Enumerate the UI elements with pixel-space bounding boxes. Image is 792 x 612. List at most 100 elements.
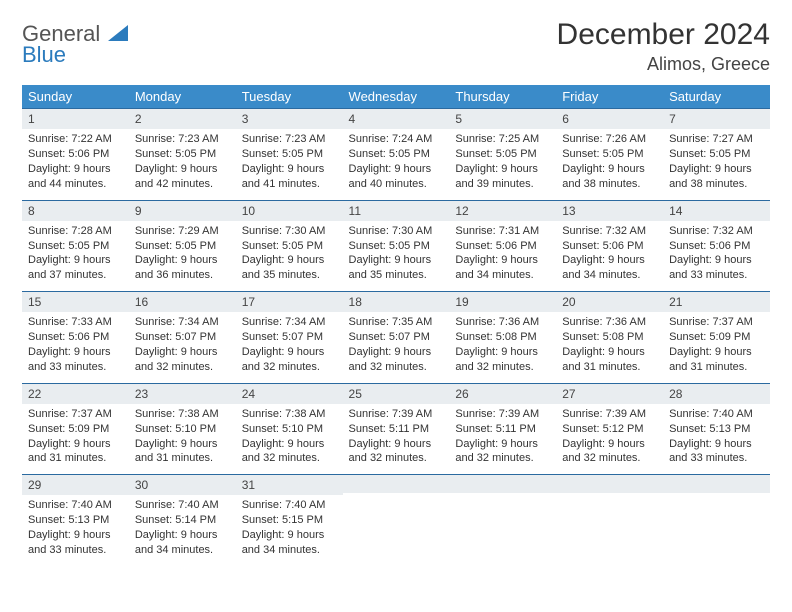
sunrise-line: Sunrise: 7:30 AM [349,224,444,239]
weekday-header: Wednesday [343,85,450,109]
daylight-line: Daylight: 9 hours and 33 minutes. [669,253,764,283]
day-body: Sunrise: 7:34 AMSunset: 5:07 PMDaylight:… [129,312,236,382]
daylight-line: Daylight: 9 hours and 32 minutes. [455,437,550,467]
daylight-line: Daylight: 9 hours and 31 minutes. [28,437,123,467]
daylight-line: Daylight: 9 hours and 32 minutes. [242,345,337,375]
sunset-line: Sunset: 5:07 PM [349,330,444,345]
day-body: Sunrise: 7:33 AMSunset: 5:06 PMDaylight:… [22,312,129,382]
sunrise-line: Sunrise: 7:23 AM [242,132,337,147]
day-cell: 1Sunrise: 7:22 AMSunset: 5:06 PMDaylight… [22,109,129,201]
day-body: Sunrise: 7:40 AMSunset: 5:14 PMDaylight:… [129,495,236,565]
sunrise-line: Sunrise: 7:36 AM [455,315,550,330]
day-number: 6 [556,109,663,129]
daylight-line: Daylight: 9 hours and 32 minutes. [455,345,550,375]
day-cell: 13Sunrise: 7:32 AMSunset: 5:06 PMDayligh… [556,200,663,292]
sunrise-line: Sunrise: 7:26 AM [562,132,657,147]
day-number: 15 [22,292,129,312]
sunset-line: Sunset: 5:05 PM [135,147,230,162]
sunrise-line: Sunrise: 7:30 AM [242,224,337,239]
calendar-row: 22Sunrise: 7:37 AMSunset: 5:09 PMDayligh… [22,383,770,475]
day-cell: 27Sunrise: 7:39 AMSunset: 5:12 PMDayligh… [556,383,663,475]
day-number: 3 [236,109,343,129]
day-cell: 15Sunrise: 7:33 AMSunset: 5:06 PMDayligh… [22,292,129,384]
daylight-line: Daylight: 9 hours and 38 minutes. [562,162,657,192]
title-block: December 2024 Alimos, Greece [557,18,770,75]
day-cell: 5Sunrise: 7:25 AMSunset: 5:05 PMDaylight… [449,109,556,201]
day-number: 14 [663,201,770,221]
daylight-line: Daylight: 9 hours and 34 minutes. [135,528,230,558]
sunrise-line: Sunrise: 7:38 AM [135,407,230,422]
day-cell: 6Sunrise: 7:26 AMSunset: 5:05 PMDaylight… [556,109,663,201]
sunrise-line: Sunrise: 7:40 AM [242,498,337,513]
daylight-line: Daylight: 9 hours and 36 minutes. [135,253,230,283]
daylight-line: Daylight: 9 hours and 35 minutes. [242,253,337,283]
sunset-line: Sunset: 5:05 PM [669,147,764,162]
sunrise-line: Sunrise: 7:23 AM [135,132,230,147]
sunrise-line: Sunrise: 7:38 AM [242,407,337,422]
sunrise-line: Sunrise: 7:39 AM [562,407,657,422]
logo-triangle-icon [108,25,128,41]
day-body: Sunrise: 7:36 AMSunset: 5:08 PMDaylight:… [449,312,556,382]
day-cell: 2Sunrise: 7:23 AMSunset: 5:05 PMDaylight… [129,109,236,201]
sunset-line: Sunset: 5:08 PM [455,330,550,345]
day-cell: 3Sunrise: 7:23 AMSunset: 5:05 PMDaylight… [236,109,343,201]
sunset-line: Sunset: 5:07 PM [135,330,230,345]
day-body: Sunrise: 7:30 AMSunset: 5:05 PMDaylight:… [343,221,450,291]
sunrise-line: Sunrise: 7:25 AM [455,132,550,147]
sunrise-line: Sunrise: 7:24 AM [349,132,444,147]
day-cell: 24Sunrise: 7:38 AMSunset: 5:10 PMDayligh… [236,383,343,475]
sunset-line: Sunset: 5:06 PM [28,330,123,345]
weekday-header: Thursday [449,85,556,109]
day-number: 24 [236,384,343,404]
sunset-line: Sunset: 5:06 PM [562,239,657,254]
sunrise-line: Sunrise: 7:32 AM [562,224,657,239]
sunset-line: Sunset: 5:11 PM [455,422,550,437]
day-cell: 30Sunrise: 7:40 AMSunset: 5:14 PMDayligh… [129,475,236,566]
day-body: Sunrise: 7:39 AMSunset: 5:12 PMDaylight:… [556,404,663,474]
weekday-header: Tuesday [236,85,343,109]
daylight-line: Daylight: 9 hours and 39 minutes. [455,162,550,192]
daylight-line: Daylight: 9 hours and 33 minutes. [669,437,764,467]
day-body: Sunrise: 7:40 AMSunset: 5:13 PMDaylight:… [22,495,129,565]
day-cell: 10Sunrise: 7:30 AMSunset: 5:05 PMDayligh… [236,200,343,292]
day-number: 8 [22,201,129,221]
empty-cell [343,475,450,566]
sunrise-line: Sunrise: 7:31 AM [455,224,550,239]
sunrise-line: Sunrise: 7:32 AM [669,224,764,239]
day-body: Sunrise: 7:29 AMSunset: 5:05 PMDaylight:… [129,221,236,291]
day-number: 16 [129,292,236,312]
daylight-line: Daylight: 9 hours and 32 minutes. [349,437,444,467]
day-body: Sunrise: 7:39 AMSunset: 5:11 PMDaylight:… [343,404,450,474]
day-number: 12 [449,201,556,221]
day-cell: 26Sunrise: 7:39 AMSunset: 5:11 PMDayligh… [449,383,556,475]
empty-cell [449,475,556,566]
daylight-line: Daylight: 9 hours and 31 minutes. [135,437,230,467]
day-cell: 25Sunrise: 7:39 AMSunset: 5:11 PMDayligh… [343,383,450,475]
day-body: Sunrise: 7:34 AMSunset: 5:07 PMDaylight:… [236,312,343,382]
sunrise-line: Sunrise: 7:36 AM [562,315,657,330]
day-number: 5 [449,109,556,129]
day-body: Sunrise: 7:40 AMSunset: 5:13 PMDaylight:… [663,404,770,474]
day-body: Sunrise: 7:26 AMSunset: 5:05 PMDaylight:… [556,129,663,199]
day-body: Sunrise: 7:28 AMSunset: 5:05 PMDaylight:… [22,221,129,291]
daylight-line: Daylight: 9 hours and 32 minutes. [349,345,444,375]
day-number: 22 [22,384,129,404]
day-number: 19 [449,292,556,312]
sunset-line: Sunset: 5:14 PM [135,513,230,528]
day-number: 17 [236,292,343,312]
sunrise-line: Sunrise: 7:27 AM [669,132,764,147]
sunrise-line: Sunrise: 7:35 AM [349,315,444,330]
weekday-header: Sunday [22,85,129,109]
day-number: 7 [663,109,770,129]
daylight-line: Daylight: 9 hours and 41 minutes. [242,162,337,192]
logo: General Blue [22,24,128,66]
day-number: 20 [556,292,663,312]
sunrise-line: Sunrise: 7:33 AM [28,315,123,330]
sunset-line: Sunset: 5:09 PM [669,330,764,345]
daylight-line: Daylight: 9 hours and 32 minutes. [242,437,337,467]
sunrise-line: Sunrise: 7:40 AM [669,407,764,422]
day-cell: 29Sunrise: 7:40 AMSunset: 5:13 PMDayligh… [22,475,129,566]
sunset-line: Sunset: 5:08 PM [562,330,657,345]
empty-cell [663,475,770,566]
day-cell: 8Sunrise: 7:28 AMSunset: 5:05 PMDaylight… [22,200,129,292]
